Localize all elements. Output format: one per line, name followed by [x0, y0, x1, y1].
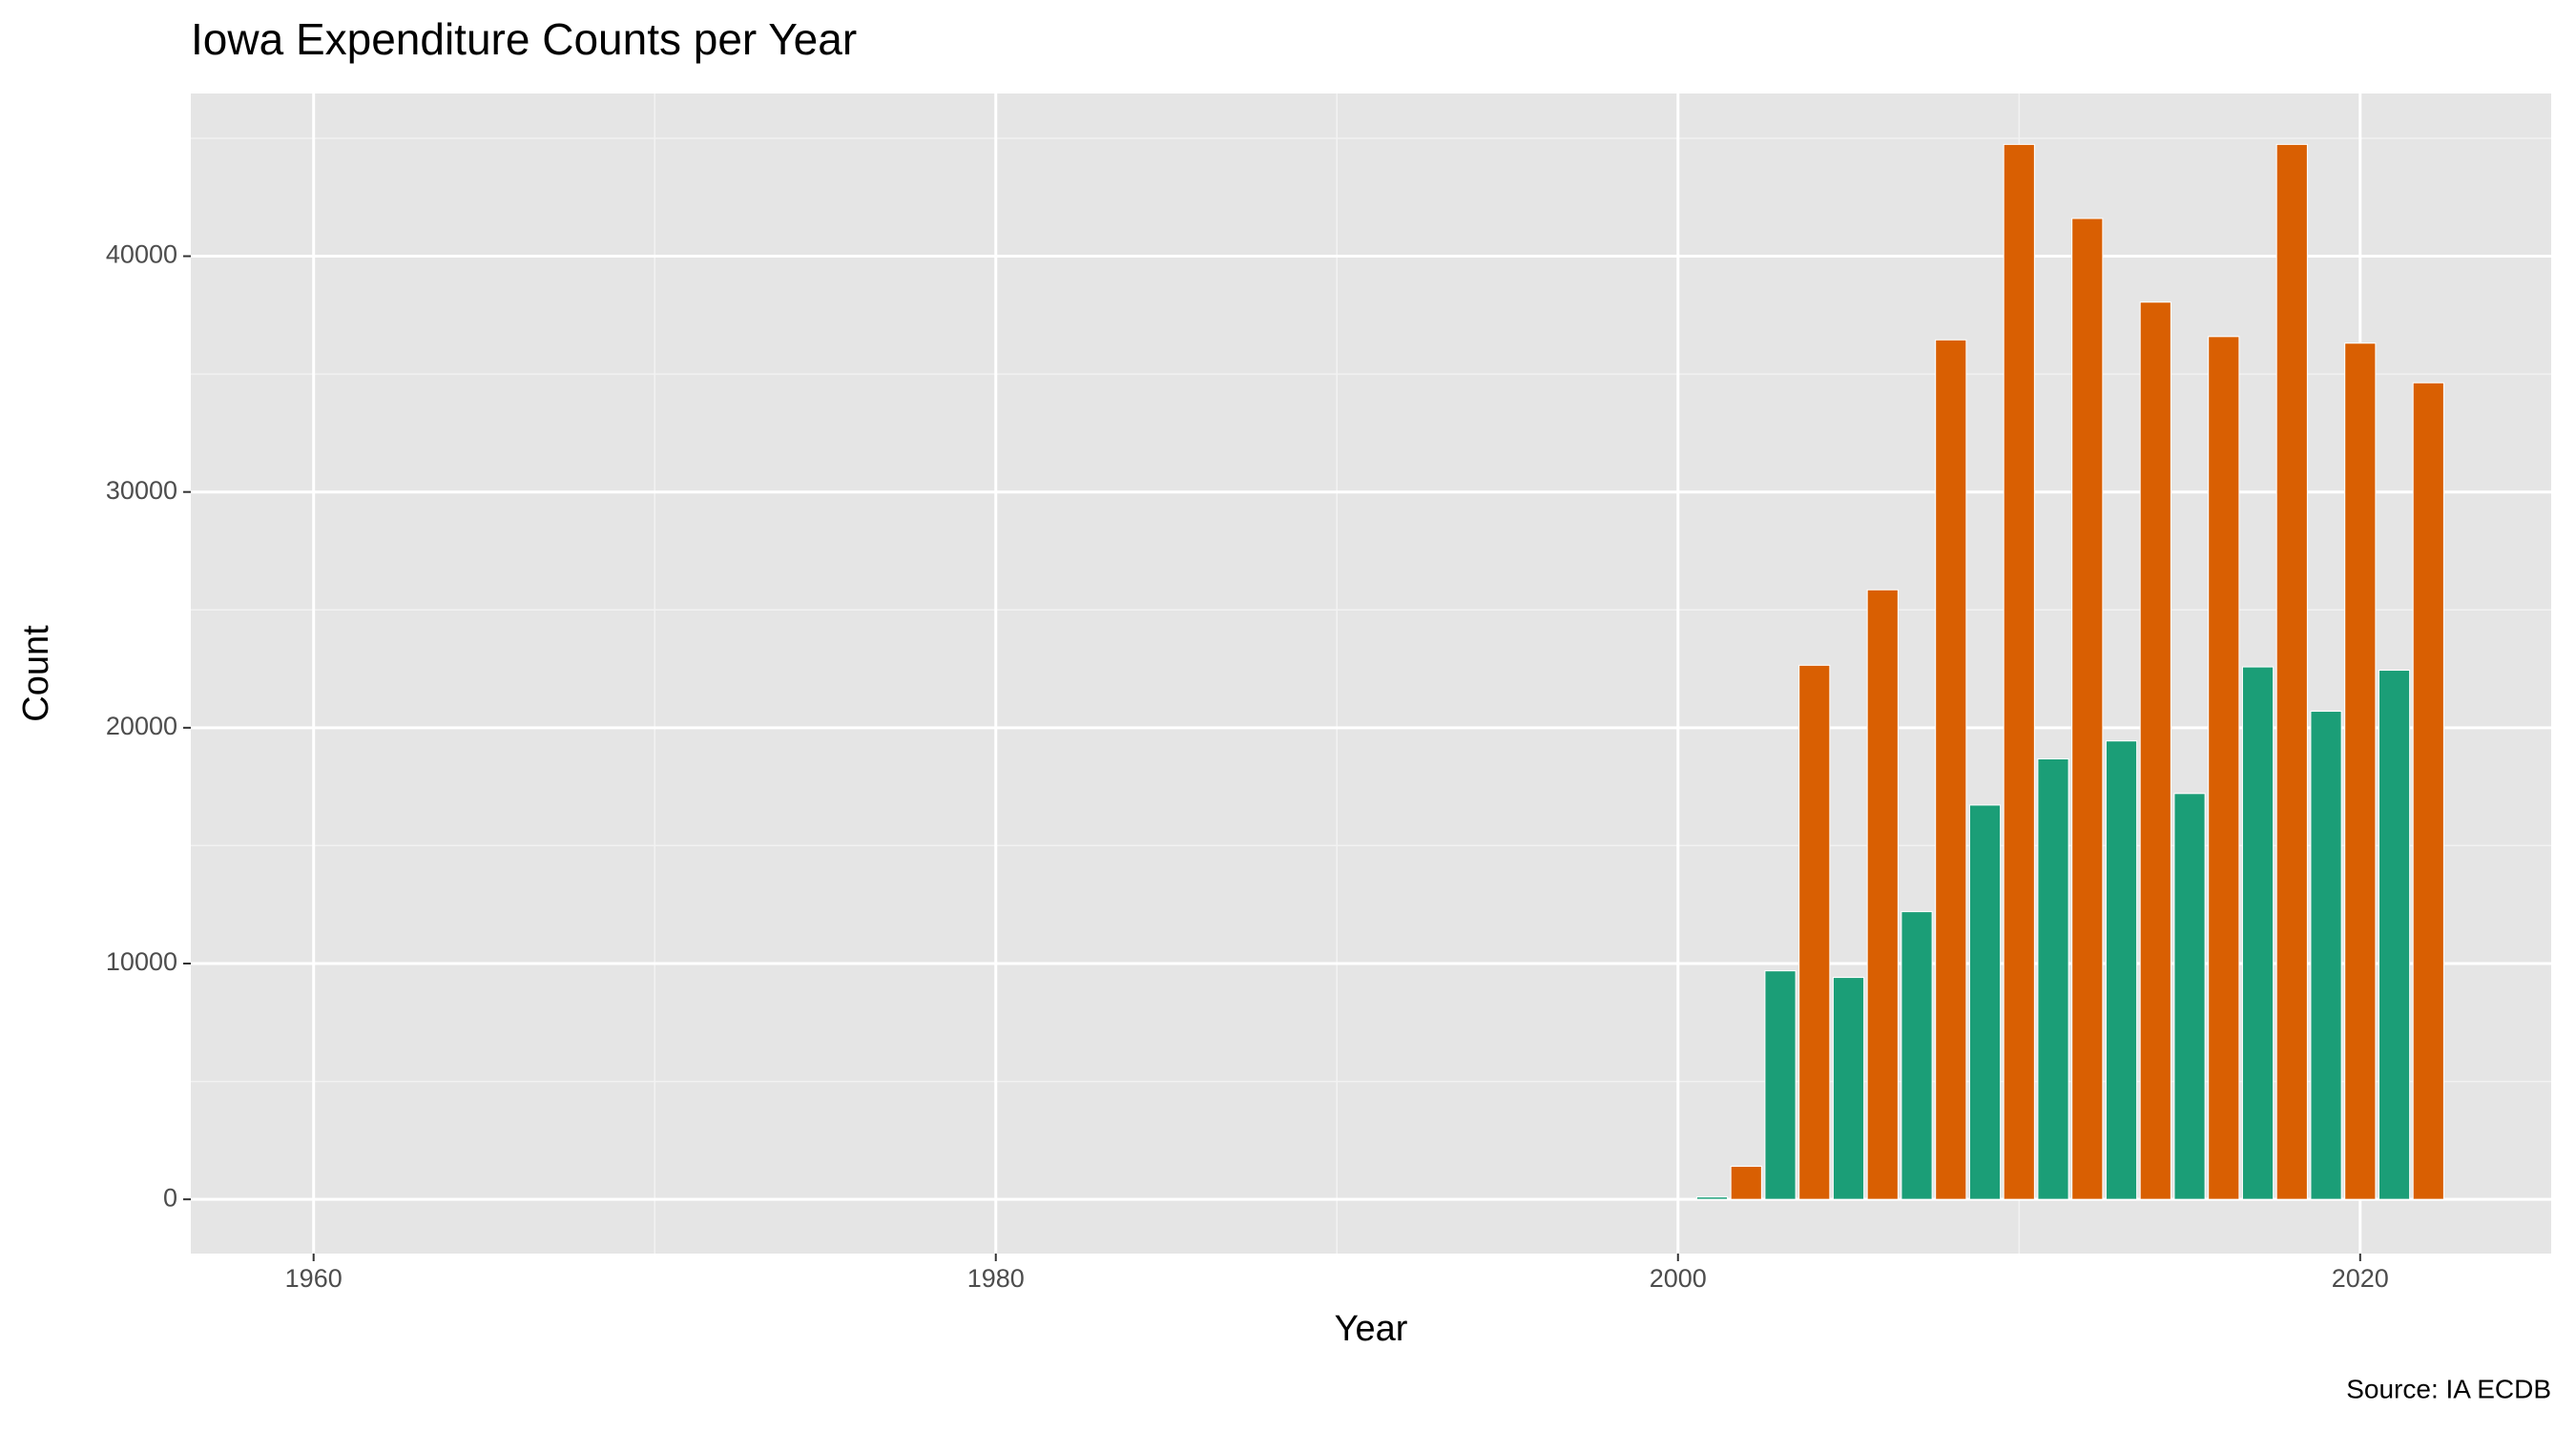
- y-tick-label: 30000: [106, 476, 177, 505]
- bar: [2208, 336, 2240, 1200]
- chart-title: Iowa Expenditure Counts per Year: [191, 14, 857, 64]
- bar: [1832, 977, 1865, 1200]
- x-tick-label: 1980: [967, 1264, 1025, 1293]
- bar: [1901, 911, 1933, 1200]
- bar: [2378, 670, 2411, 1200]
- y-tick-label: 40000: [106, 240, 177, 269]
- bar: [2003, 143, 2035, 1200]
- bar: [1764, 970, 1797, 1200]
- bar: [2412, 382, 2444, 1200]
- x-axis-label: Year: [1335, 1309, 1408, 1349]
- bar: [1866, 589, 1899, 1200]
- bar: [2241, 666, 2275, 1200]
- bar: [2275, 143, 2308, 1200]
- bar: [2037, 757, 2069, 1200]
- bar: [1968, 804, 2002, 1200]
- bar: [2344, 342, 2377, 1200]
- y-tick-label: 20000: [106, 712, 177, 740]
- caption: Source: IA ECDB: [2346, 1374, 2551, 1403]
- bar: [1695, 1196, 1729, 1200]
- bar: [1935, 339, 1967, 1200]
- bar: [2071, 218, 2104, 1200]
- x-tick-label: 2000: [1650, 1264, 1707, 1293]
- x-tick-label: 2020: [2332, 1264, 2389, 1293]
- bar: [1798, 664, 1831, 1200]
- y-tick-label: 0: [163, 1183, 177, 1212]
- bar: [2139, 301, 2171, 1200]
- y-tick-label: 10000: [106, 947, 177, 976]
- y-axis-label: Count: [16, 625, 56, 722]
- bar: [1730, 1166, 1762, 1200]
- bar: [2173, 793, 2206, 1200]
- bar: [2105, 740, 2138, 1200]
- x-tick-label: 1960: [285, 1264, 343, 1293]
- bar: [2310, 711, 2342, 1200]
